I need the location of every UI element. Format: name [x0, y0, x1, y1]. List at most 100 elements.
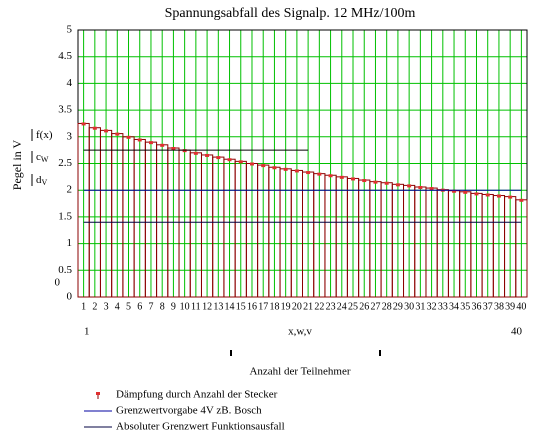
- bar-cap: [92, 126, 97, 130]
- trace-label-sub: W: [41, 155, 49, 164]
- bar-cap: [126, 135, 131, 139]
- y-tick-label: 0.5: [58, 264, 72, 276]
- trace-label: dV: [36, 174, 48, 187]
- x-tick-label: 1: [81, 301, 86, 312]
- bar-cap: [463, 190, 468, 194]
- bar-cap: [429, 187, 434, 191]
- bar-cap: [227, 158, 232, 162]
- bar-cap: [249, 162, 254, 166]
- x-tick-label: 23: [326, 301, 336, 312]
- x-variable-label: x,w,v: [288, 326, 312, 338]
- bar-cap: [104, 129, 109, 133]
- x-tick-label: 10: [180, 301, 190, 312]
- x-tick-label: 39: [505, 301, 515, 312]
- trace-label-main: c: [36, 151, 41, 163]
- x-tick-label: 14: [225, 301, 235, 312]
- x-tick-label: 13: [213, 301, 223, 312]
- x-tick-label: 21: [303, 301, 313, 312]
- bar-cap: [452, 189, 457, 193]
- bar-cap: [519, 198, 524, 202]
- x-tick-label: 11: [191, 301, 201, 312]
- x-tick-label: 15: [236, 301, 246, 312]
- x-tick-label: 32: [427, 301, 437, 312]
- x-tick-label: 29: [393, 301, 403, 312]
- x-tick-label: 37: [483, 301, 493, 312]
- bar-cap: [115, 132, 120, 136]
- bar-cap: [496, 194, 501, 198]
- bar-cap: [171, 147, 176, 151]
- bar-cap: [351, 177, 356, 181]
- x-tick-label: 36: [471, 301, 481, 312]
- bar-cap: [508, 195, 513, 199]
- legend-label: Dämpfung durch Anzahl der Stecker: [116, 389, 278, 401]
- x-tick-label: 31: [415, 301, 425, 312]
- bar-cap: [384, 181, 389, 185]
- y-tick-label: 4.5: [58, 50, 72, 62]
- x-tick-label: 12: [202, 301, 212, 312]
- bar-cap: [485, 193, 490, 197]
- bar-cap: [317, 172, 322, 176]
- x-range-low: 1: [84, 326, 90, 338]
- x-tick-label: 4: [115, 301, 120, 312]
- y-tick-label: 2.5: [58, 157, 72, 169]
- x-tick-label: 35: [460, 301, 470, 312]
- bar-cap: [272, 166, 277, 170]
- y-tick-label: 4: [67, 77, 73, 89]
- x-tick-label: 27: [370, 301, 380, 312]
- y-tick-label: 3: [67, 130, 73, 142]
- y-tick-label: 3.5: [58, 104, 72, 116]
- y-tick-label: 2: [67, 184, 73, 196]
- bar-cap: [418, 185, 423, 189]
- x-tick-label: 7: [148, 301, 153, 312]
- y-tick-label: 1.5: [58, 210, 72, 222]
- bar-cap: [216, 156, 221, 160]
- bar-cap: [328, 174, 333, 178]
- x-tick-label: 5: [126, 301, 131, 312]
- legend-label: Absoluter Grenzwert Funktionsausfall: [116, 421, 285, 433]
- bar-cap: [238, 160, 243, 164]
- x-tick-label: 24: [337, 301, 347, 312]
- y-tick-label: 1: [67, 237, 73, 249]
- x-tick-label: 19: [281, 301, 291, 312]
- bar-cap: [160, 143, 165, 147]
- y-tick-label: 5: [67, 24, 73, 36]
- x-tick-label: 17: [258, 301, 268, 312]
- x-tick-label: 3: [104, 301, 109, 312]
- bar-cap: [261, 164, 266, 168]
- bar-cap: [306, 171, 311, 175]
- x-tick-label: 33: [438, 301, 448, 312]
- bar-cap: [395, 183, 400, 187]
- bar-cap: [205, 153, 210, 157]
- bar-cap: [362, 179, 367, 183]
- legend-marker: [96, 392, 100, 395]
- trace-label: cW: [36, 151, 49, 164]
- bar-cap: [81, 122, 86, 126]
- x-tick-label: 8: [160, 301, 165, 312]
- x-tick-label: 40: [516, 301, 526, 312]
- legend: Dämpfung durch Anzahl der Stecker Grenzwe…: [84, 389, 285, 433]
- bar-cap: [148, 141, 153, 145]
- x-tick-label: 9: [171, 301, 176, 312]
- x-tick-label: 6: [137, 301, 142, 312]
- trace-label: f(x): [36, 129, 53, 141]
- bar-cap: [193, 151, 198, 155]
- x-tick-label: 28: [382, 301, 392, 312]
- bar-cap: [137, 138, 142, 142]
- x-tick-label: 16: [247, 301, 257, 312]
- chart-title: Spannungsabfall des Signalp. 12 MHz/100m: [165, 6, 416, 21]
- trace-label-main: d: [36, 174, 42, 186]
- bar-cap: [474, 192, 479, 196]
- bar-cap: [294, 169, 299, 173]
- x-tick-label: 34: [449, 301, 459, 312]
- bar-cap: [373, 180, 378, 184]
- bar-cap: [407, 184, 412, 188]
- trace-label-main: f(x): [36, 129, 53, 141]
- x-tick-label: 26: [359, 301, 369, 312]
- x-tick-label: 22: [314, 301, 324, 312]
- x-tick-label: 20: [292, 301, 302, 312]
- x-tick-label: 18: [269, 301, 279, 312]
- x-tick-label: 25: [348, 301, 358, 312]
- bar-cap: [339, 175, 344, 179]
